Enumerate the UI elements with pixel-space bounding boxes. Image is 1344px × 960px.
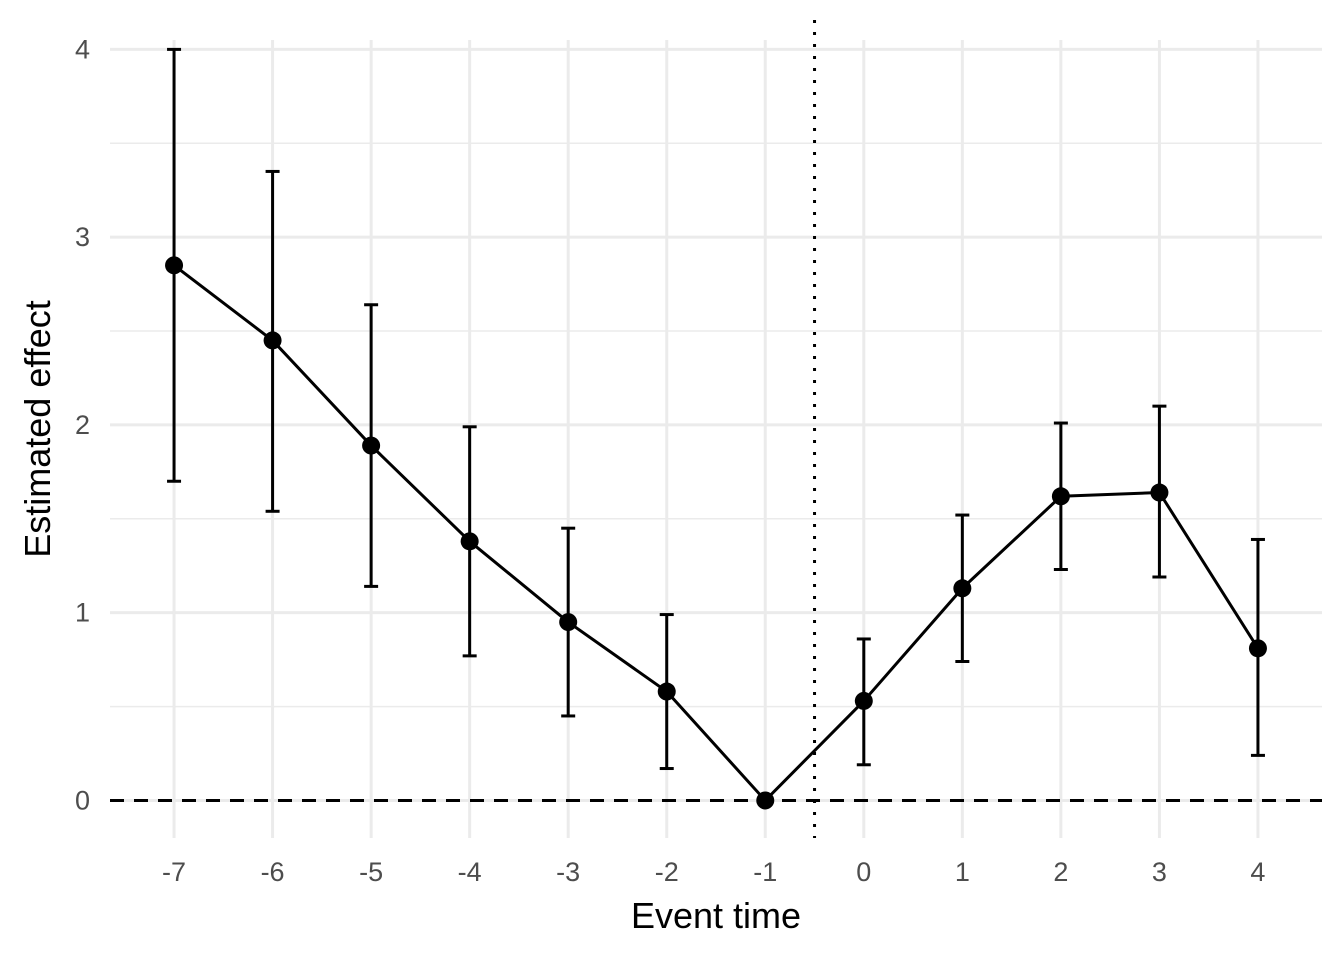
x-tick-label: 3 bbox=[1152, 857, 1167, 887]
data-point--3 bbox=[559, 613, 578, 632]
x-tick-label: 2 bbox=[1053, 857, 1068, 887]
x-tick-label: 4 bbox=[1250, 857, 1265, 887]
estimate-line bbox=[173, 264, 1260, 802]
x-tick-label: -3 bbox=[556, 857, 580, 887]
x-tick-label: -7 bbox=[162, 857, 186, 887]
data-points bbox=[165, 256, 1267, 810]
x-axis-title: Event time bbox=[631, 895, 801, 936]
data-point-4 bbox=[1248, 639, 1267, 658]
x-tick-label: 1 bbox=[955, 857, 970, 887]
x-tick-label: -6 bbox=[261, 857, 285, 887]
y-tick-label: 1 bbox=[75, 598, 90, 628]
data-point-1 bbox=[953, 579, 972, 598]
data-point-0 bbox=[854, 691, 873, 710]
y-tick-label: 3 bbox=[75, 222, 90, 252]
x-tick-label: -4 bbox=[458, 857, 482, 887]
x-tick-label: -1 bbox=[753, 857, 777, 887]
data-point-2 bbox=[1051, 487, 1070, 506]
data-point-3 bbox=[1150, 483, 1169, 502]
x-tick-labels: -7 -6 -5 -4 -3 -2 -1 0 1 2 3 4 bbox=[162, 857, 1265, 887]
y-tick-label: 2 bbox=[75, 410, 90, 440]
x-tick-label: -5 bbox=[359, 857, 383, 887]
data-point--6 bbox=[263, 331, 282, 350]
data-point--4 bbox=[460, 532, 479, 551]
y-tick-labels: 0 1 2 3 4 bbox=[75, 34, 90, 815]
y-tick-label: 0 bbox=[75, 785, 90, 815]
reference-lines bbox=[110, 20, 1322, 838]
data-point--5 bbox=[362, 436, 381, 455]
series-line-group bbox=[173, 264, 1260, 802]
y-tick-label: 4 bbox=[75, 34, 90, 64]
y-axis-title: Estimated effect bbox=[17, 300, 58, 557]
grid-lines bbox=[110, 40, 1322, 838]
data-point--7 bbox=[165, 256, 184, 275]
x-tick-label: 0 bbox=[856, 857, 871, 887]
error-bars bbox=[167, 47, 1265, 771]
x-tick-label: -2 bbox=[655, 857, 679, 887]
data-point--1 bbox=[756, 791, 775, 810]
data-point--2 bbox=[657, 682, 676, 701]
